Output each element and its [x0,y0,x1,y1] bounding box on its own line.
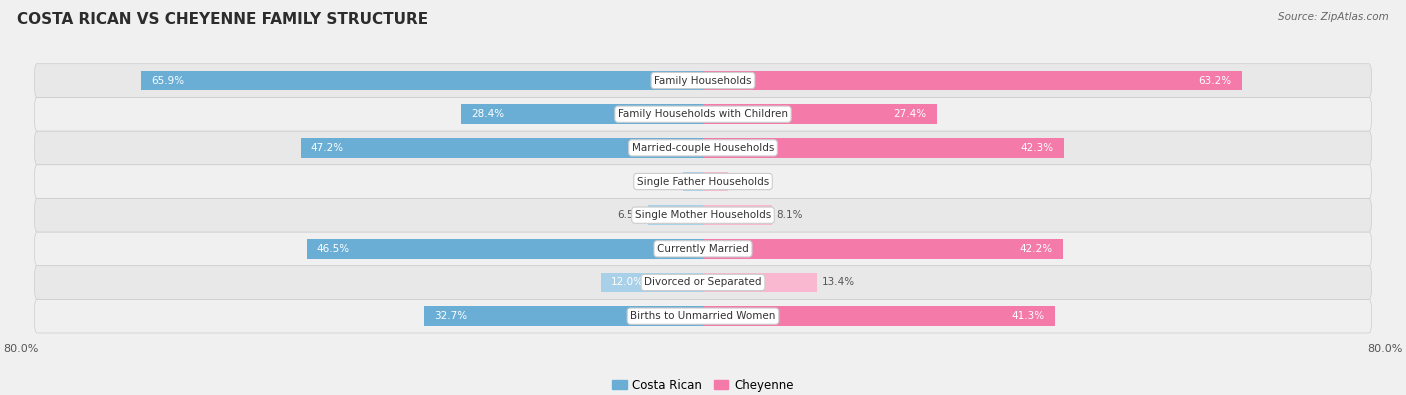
Bar [703,138,1063,158]
Bar [600,273,703,292]
Text: Family Households with Children: Family Households with Children [619,109,787,119]
Bar [703,273,817,292]
Bar [703,205,772,225]
Bar [301,138,703,158]
Text: Births to Unmarried Women: Births to Unmarried Women [630,311,776,321]
Text: 27.4%: 27.4% [893,109,927,119]
Legend: Costa Rican, Cheyenne: Costa Rican, Cheyenne [607,374,799,395]
Text: 8.1%: 8.1% [776,210,803,220]
Text: 13.4%: 13.4% [821,277,855,288]
Text: Married-couple Households: Married-couple Households [631,143,775,153]
FancyBboxPatch shape [35,299,1371,333]
Text: 41.3%: 41.3% [1012,311,1045,321]
Text: Single Mother Households: Single Mother Households [636,210,770,220]
Text: 2.3%: 2.3% [652,177,679,186]
Bar [703,239,1063,259]
Bar [703,104,936,124]
Text: 28.4%: 28.4% [471,109,505,119]
Bar [141,71,703,90]
Text: Currently Married: Currently Married [657,244,749,254]
Bar [425,307,703,326]
Text: 63.2%: 63.2% [1198,75,1232,86]
FancyBboxPatch shape [35,98,1371,131]
FancyBboxPatch shape [35,266,1371,299]
Bar [703,172,728,191]
Text: Single Father Households: Single Father Households [637,177,769,186]
Bar [683,172,703,191]
FancyBboxPatch shape [35,165,1371,198]
Text: 2.9%: 2.9% [733,177,758,186]
Text: Divorced or Separated: Divorced or Separated [644,277,762,288]
Bar [461,104,703,124]
Text: COSTA RICAN VS CHEYENNE FAMILY STRUCTURE: COSTA RICAN VS CHEYENNE FAMILY STRUCTURE [17,12,427,27]
Bar [703,307,1054,326]
Text: 42.3%: 42.3% [1021,143,1053,153]
Text: 42.2%: 42.2% [1019,244,1053,254]
Text: 46.5%: 46.5% [316,244,350,254]
FancyBboxPatch shape [35,232,1371,266]
Text: Source: ZipAtlas.com: Source: ZipAtlas.com [1278,12,1389,22]
Bar [648,205,703,225]
FancyBboxPatch shape [35,64,1371,98]
Bar [307,239,703,259]
Text: 6.5%: 6.5% [617,210,644,220]
Text: 47.2%: 47.2% [311,143,344,153]
Text: 65.9%: 65.9% [152,75,184,86]
Text: 32.7%: 32.7% [434,311,468,321]
Text: Family Households: Family Households [654,75,752,86]
Text: 12.0%: 12.0% [612,277,644,288]
FancyBboxPatch shape [35,131,1371,165]
Bar [703,71,1241,90]
FancyBboxPatch shape [35,198,1371,232]
